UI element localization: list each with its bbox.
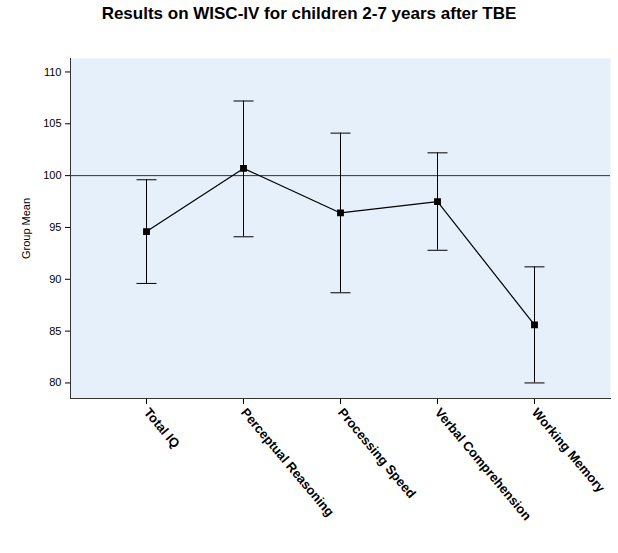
svg-text:110: 110: [44, 65, 62, 77]
svg-text:95: 95: [49, 221, 61, 233]
svg-text:Group Mean: Group Mean: [20, 198, 32, 259]
svg-text:Verbal Comprehension: Verbal Comprehension: [432, 405, 535, 523]
svg-text:105: 105: [43, 117, 61, 129]
svg-text:Working Memory: Working Memory: [529, 405, 609, 496]
html-text:Results on WISC-IV for childre: Results on WISC-IV for children 2-7 year…: [101, 4, 517, 23]
svg-text:Processing Speed: Processing Speed: [335, 405, 419, 501]
svg-text:Total IQ: Total IQ: [141, 405, 183, 451]
svg-text:Perceptual Reasoning: Perceptual Reasoning: [238, 405, 337, 519]
svg-text:80: 80: [49, 376, 61, 388]
svg-text:85: 85: [49, 325, 61, 337]
svg-text:90: 90: [49, 273, 61, 285]
svg-text:100: 100: [43, 169, 61, 181]
